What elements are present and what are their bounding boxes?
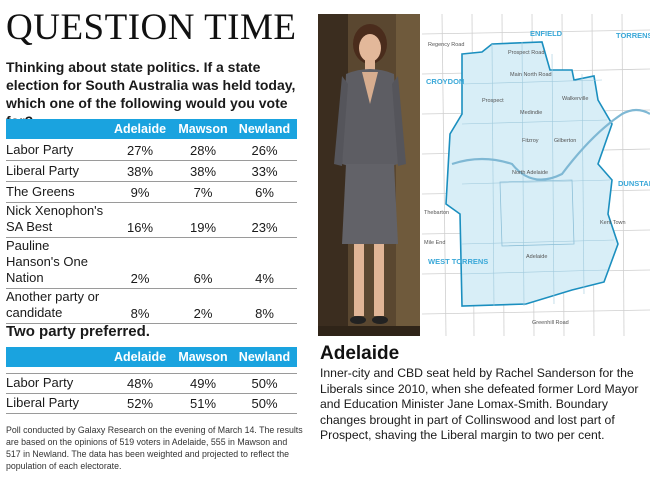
header-blank [6,347,106,367]
cell-value: 9% [106,181,174,203]
map-label-regency-road: Regency Road [428,42,464,48]
header-blank [6,119,106,139]
cell-value: 48% [106,373,174,394]
row-label: Labor Party [6,373,106,394]
map-label-gilberton: Gilberton [554,138,576,144]
column-header-mawson: Mawson [174,119,232,139]
map-label-kent-town: Kent Town [600,220,626,226]
column-header-newland: Newland [232,347,297,367]
map-label-north-adelaide: North Adelaide [512,170,548,176]
column-header-adelaide: Adelaide [106,119,174,139]
table-row: Liberal Party 38% 38% 33% [6,160,297,182]
candidate-photo [318,14,420,336]
cell-value: 52% [106,393,174,414]
map-label-mile-end: Mile End [424,240,445,246]
column-header-newland: Newland [232,119,297,139]
table-header-row: Adelaide Mawson Newland [6,347,297,367]
map-label-main-north-road: Main North Road [510,72,552,78]
cell-value: 38% [106,160,174,182]
page-title: QUESTION TIME [6,7,297,48]
tpp-table: Adelaide Mawson Newland Labor Party 48% … [6,347,297,414]
row-label: Nick Xenophon's SA Best [6,202,106,238]
cell-value: 4% [232,237,297,289]
cell-value: 19% [174,202,232,238]
cell-value: 33% [232,160,297,182]
footnote: Poll conducted by Galaxy Research on the… [6,425,303,471]
table-row: Labor Party 27% 28% 26% [6,139,297,161]
map-label-croydon: CROYDON [426,77,464,86]
map-label-prospect: Prospect [482,98,504,104]
table-row: Pauline Hanson's One Nation 2% 6% 4% [6,237,297,289]
row-label: Another party or candidate [6,288,106,324]
map-label-dunstan: DUNSTAN [618,179,650,188]
map-label-adelaide: Adelaide [526,254,547,260]
row-label: Labor Party [6,139,106,161]
cell-value: 50% [232,373,297,394]
cell-value: 8% [232,288,297,324]
cell-value: 16% [106,202,174,238]
electorate-map: ENFIELD TORRENS CROYDON DUNSTAN WEST TOR… [422,14,650,336]
table-row: Labor Party 48% 49% 50% [6,373,297,394]
cell-value: 6% [232,181,297,203]
table-row: Another party or candidate 8% 2% 8% [6,288,297,324]
row-label: Liberal Party [6,160,106,182]
cell-value: 26% [232,139,297,161]
map-label-torrens: TORRENS [616,31,650,40]
map-label-medindie: Medindie [520,110,542,116]
woman-in-suit-illustration [318,14,420,336]
cell-value: 7% [174,181,232,203]
cell-value: 28% [174,139,232,161]
map-label-fitzroy: Fitzroy [522,138,539,144]
cell-value: 2% [174,288,232,324]
table-row: Nick Xenophon's SA Best 16% 19% 23% [6,202,297,238]
cell-value: 51% [174,393,232,414]
map-label-west-torrens: WEST TORRENS [428,257,488,266]
map-label-prospect-road: Prospect Road [508,50,544,56]
table-row: Liberal Party 52% 51% 50% [6,393,297,414]
cell-value: 8% [106,288,174,324]
seat-heading: Adelaide [320,343,400,364]
map-label-thebarton: Thebarton [424,210,449,216]
column-header-adelaide: Adelaide [106,347,174,367]
cell-value: 23% [232,202,297,238]
cell-value: 49% [174,373,232,394]
map-label-enfield: ENFIELD [530,29,563,38]
cell-value: 6% [174,237,232,289]
primary-vote-table: Adelaide Mawson Newland Labor Party 27% … [6,119,297,324]
row-label: The Greens [6,181,106,203]
row-label: Liberal Party [6,393,106,414]
cell-value: 38% [174,160,232,182]
table-row: The Greens 9% 7% 6% [6,181,297,203]
map-label-walkerville: Walkerville [562,96,588,102]
adelaide-electorate-map: ENFIELD TORRENS CROYDON DUNSTAN WEST TOR… [422,14,650,336]
cell-value: 2% [106,237,174,289]
map-label-greenhill-road: Greenhill Road [532,320,569,326]
cell-value: 27% [106,139,174,161]
table-header-row: Adelaide Mawson Newland [6,119,297,139]
column-header-mawson: Mawson [174,347,232,367]
table-spacer [6,367,297,374]
seat-description: Inner-city and CBD seat held by Rachel S… [320,366,639,442]
tpp-heading: Two party preferred. [6,323,150,340]
row-label: Pauline Hanson's One Nation [6,237,106,289]
cell-value: 50% [232,393,297,414]
